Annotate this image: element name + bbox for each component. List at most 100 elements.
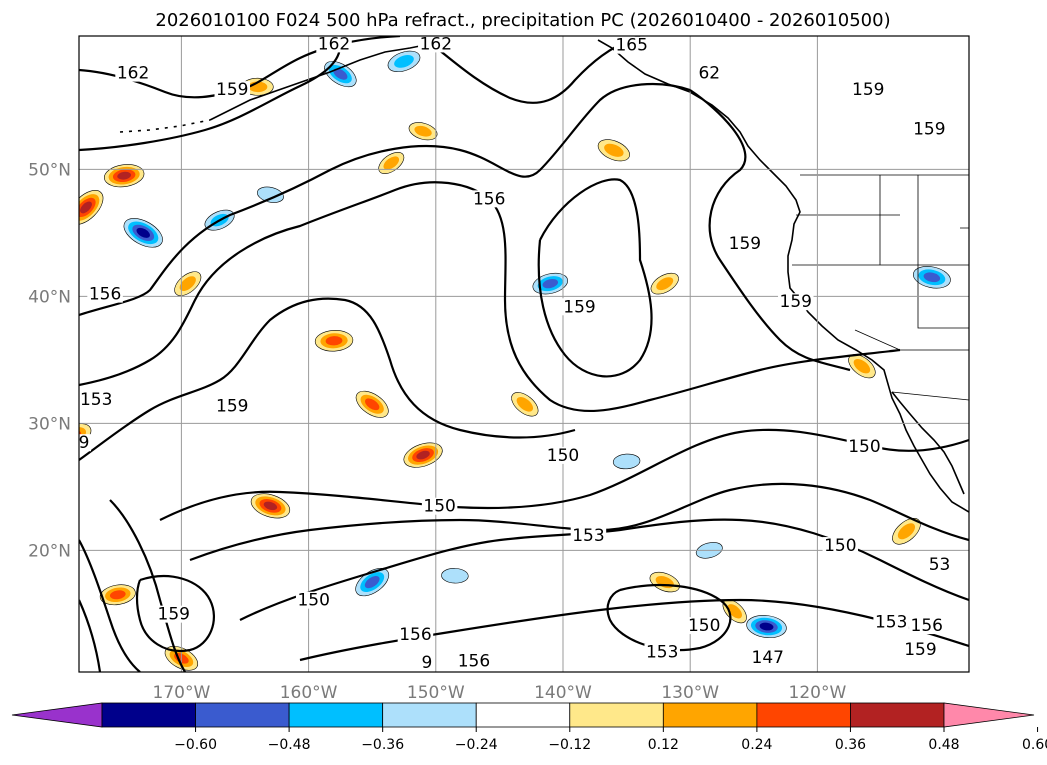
precip-anomaly-9 xyxy=(250,493,291,519)
contour-label-text-24: 159 xyxy=(46,596,78,616)
contour-label-text-8: 156 xyxy=(89,285,121,305)
contour-label-halo-9 xyxy=(471,190,507,208)
contour-label-16: 150 xyxy=(545,446,581,466)
contour-label-26: 153 xyxy=(39,619,75,639)
precip-anomaly-16-level-3 xyxy=(759,622,774,631)
colorbar-tick-label-6: 0.24 xyxy=(741,737,772,753)
contour-label-halo-2 xyxy=(418,36,454,53)
colorbar: −0.60 −0.48 −0.36 −0.24 −0.12 0.12 0.24 0.36 0.4… xyxy=(11,702,1047,753)
colorbar-tick-label-4: −0.12 xyxy=(548,737,591,753)
contour-label-text-33: 159 xyxy=(904,640,936,660)
contour-label-halo-23 xyxy=(42,562,77,579)
contour-label-halo-29 xyxy=(644,643,680,661)
x-tick-label-2: 150°W xyxy=(407,683,465,703)
contour-label-text-26: 153 xyxy=(41,619,73,639)
contour-label-halo-22 xyxy=(17,518,53,535)
gridlines xyxy=(79,36,969,672)
contour-label-31: 147 xyxy=(750,648,786,668)
precip-anomaly-25-level-1 xyxy=(394,55,414,68)
contour-label-0: 162 xyxy=(115,64,151,84)
precip-anomaly-5-level-1 xyxy=(179,276,196,292)
contour-label-halo-6 xyxy=(850,81,887,99)
precip-anomaly-26 xyxy=(408,122,438,141)
y-tick-label-0: 20°N xyxy=(28,541,71,561)
contour-label-text-34: 156 xyxy=(911,616,943,636)
contour-label-8: 156 xyxy=(87,285,123,305)
contour-label-halo-3 xyxy=(613,36,650,54)
precip-anomaly-8 xyxy=(403,442,443,468)
precip-anomaly-14 xyxy=(597,139,630,162)
contour-label-29: 153 xyxy=(644,643,680,663)
x-tick-label-4: 130°W xyxy=(661,683,719,703)
precip-anomaly-22-level-1 xyxy=(897,523,916,540)
contour-label-halo-11 xyxy=(727,234,763,252)
precip-anomaly-8-level-3 xyxy=(416,450,430,460)
us-mexico-border xyxy=(891,391,969,401)
contour-156-south xyxy=(79,297,576,461)
contour-label-13: 153 xyxy=(79,390,114,410)
contour-label-text-10: 159 xyxy=(563,297,595,317)
precip-anomaly-7-level-2 xyxy=(365,398,380,411)
contour-label-text-22: 156 xyxy=(19,517,51,537)
contour-label-19: 153 xyxy=(570,526,607,546)
colorbar-tick-label-2: −0.36 xyxy=(361,737,404,753)
contour-label-text-19: 153 xyxy=(572,526,604,546)
colorbar-tick-label-1: −0.48 xyxy=(268,737,311,753)
colorbar-tick-label-3: −0.24 xyxy=(455,737,498,753)
x-tick-label-3: 140°W xyxy=(534,683,592,703)
contour-west-edge-3 xyxy=(79,599,102,672)
precip-anomaly-0-level-3 xyxy=(80,201,92,214)
contour-label-17: 150 xyxy=(846,437,883,457)
contour-label-3: 165 xyxy=(613,36,650,56)
precip-anomaly-15-level-1 xyxy=(656,277,674,291)
contour-label-text-28: 156 xyxy=(458,652,490,672)
contour-label-text-16: 150 xyxy=(547,446,579,466)
contour-labels: 162 162 162 165 62 159 159 159 156 156 159 159 159 15… xyxy=(17,36,953,672)
colorbar-segment-6 xyxy=(569,702,664,728)
contour-label-text-20: 150 xyxy=(824,536,856,556)
contour-label-text-6: 159 xyxy=(852,80,884,100)
contour-159-north xyxy=(79,36,641,152)
contour-label-9: 156 xyxy=(471,189,507,209)
contour-label-20: 150 xyxy=(822,536,859,556)
contour-label-text-30: 150 xyxy=(688,616,720,636)
contour-label-text-9: 156 xyxy=(473,189,505,209)
colorbar-segment-8 xyxy=(756,702,851,728)
contour-label-halo-4 xyxy=(696,64,722,82)
contour-label-25: 159 xyxy=(156,605,192,625)
contour-label-text-15: 159 xyxy=(216,396,248,416)
colorbar-segment-4 xyxy=(382,702,477,728)
contour-label-10: 159 xyxy=(561,297,598,317)
contour-label-24: 159 xyxy=(46,596,80,616)
contour-label-34: 156 xyxy=(909,616,945,636)
alaska-peninsula-coastline xyxy=(209,43,431,121)
precip-anomaly-12-level-1 xyxy=(516,396,534,412)
contour-label-halo-12 xyxy=(778,293,814,311)
contour-label-halo-5 xyxy=(214,81,251,99)
political-borders xyxy=(792,174,969,401)
contour-label-halo-13 xyxy=(79,391,114,409)
contour-label-halo-18 xyxy=(421,497,458,515)
contour-label-35: 9 xyxy=(419,653,435,672)
contour-label-text-25: 159 xyxy=(158,605,190,625)
precip-anomaly-6-level-2 xyxy=(325,336,343,346)
contour-label-text-21: 150 xyxy=(297,591,329,611)
contour-label-text-29: 153 xyxy=(646,643,678,663)
precip-anomaly-15 xyxy=(650,272,679,295)
contour-label-text-31: 147 xyxy=(752,648,784,668)
precip-anomaly-23 xyxy=(612,453,641,470)
colorbar-tick-label-7: 0.36 xyxy=(835,737,866,753)
contour-label-21: 150 xyxy=(295,591,332,611)
contour-label-halo-17 xyxy=(846,438,883,456)
contour-label-15: 159 xyxy=(214,396,251,416)
aleutian-islands xyxy=(119,119,211,133)
colorbar-segment-2 xyxy=(195,702,290,728)
state-borders xyxy=(792,175,969,351)
contour-label-halo-8 xyxy=(87,285,123,303)
contour-label-halo-14 xyxy=(79,434,92,452)
contour-label-4: 62 xyxy=(696,64,722,84)
precip-anomaly-6 xyxy=(314,330,354,352)
contour-153-south xyxy=(239,518,969,621)
map-frame xyxy=(78,35,970,673)
y-tick-label-2: 40°N xyxy=(28,287,71,307)
